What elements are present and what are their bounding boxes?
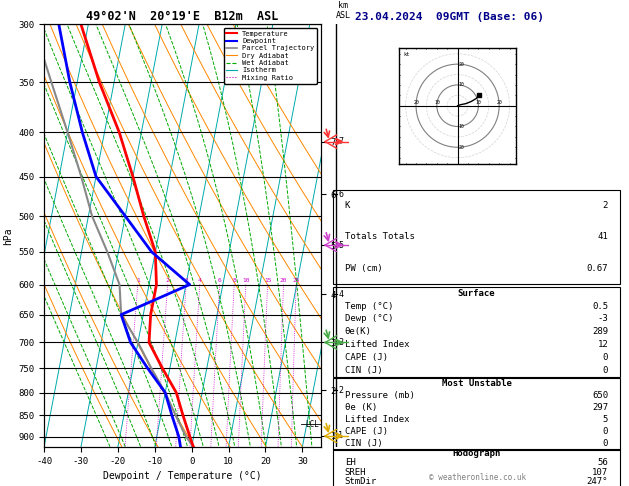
Text: km
ASL: km ASL bbox=[335, 0, 350, 20]
Text: 4: 4 bbox=[198, 278, 202, 283]
Text: Hodograph: Hodograph bbox=[452, 449, 501, 458]
Text: EH: EH bbox=[345, 458, 355, 467]
Text: 20: 20 bbox=[496, 100, 502, 104]
Text: Lifted Index: Lifted Index bbox=[345, 415, 409, 424]
Text: Temp (°C): Temp (°C) bbox=[345, 301, 393, 311]
Text: 289: 289 bbox=[592, 327, 608, 336]
Text: 41: 41 bbox=[598, 232, 608, 242]
Text: 15: 15 bbox=[264, 278, 272, 283]
Text: 247°: 247° bbox=[587, 477, 608, 486]
Text: 0.67: 0.67 bbox=[587, 264, 608, 273]
Text: 7: 7 bbox=[338, 137, 343, 146]
Text: 20: 20 bbox=[459, 62, 464, 67]
Text: Surface: Surface bbox=[458, 289, 495, 297]
Text: 10: 10 bbox=[459, 124, 464, 129]
Y-axis label: hPa: hPa bbox=[3, 227, 13, 244]
Text: 6: 6 bbox=[338, 190, 343, 199]
Text: StmDir: StmDir bbox=[345, 477, 377, 486]
Text: 0: 0 bbox=[603, 439, 608, 448]
Text: 10: 10 bbox=[434, 100, 440, 104]
Text: 297: 297 bbox=[592, 403, 608, 412]
Legend: Temperature, Dewpoint, Parcel Trajectory, Dry Adiabat, Wet Adiabat, Isotherm, Mi: Temperature, Dewpoint, Parcel Trajectory… bbox=[223, 28, 317, 84]
Text: 56: 56 bbox=[598, 458, 608, 467]
Text: θe(K): θe(K) bbox=[345, 327, 372, 336]
Text: 23.04.2024  09GMT (Base: 06): 23.04.2024 09GMT (Base: 06) bbox=[355, 12, 544, 22]
Text: 20: 20 bbox=[413, 100, 419, 104]
Text: 0.5: 0.5 bbox=[592, 301, 608, 311]
Text: K: K bbox=[345, 201, 350, 210]
Text: 3: 3 bbox=[338, 338, 343, 347]
Text: CIN (J): CIN (J) bbox=[345, 366, 382, 375]
Text: 10: 10 bbox=[242, 278, 250, 283]
Text: 20: 20 bbox=[280, 278, 287, 283]
Text: CAPE (J): CAPE (J) bbox=[345, 427, 388, 436]
X-axis label: Dewpoint / Temperature (°C): Dewpoint / Temperature (°C) bbox=[103, 471, 262, 482]
Text: 107: 107 bbox=[592, 468, 608, 477]
Text: 6: 6 bbox=[218, 278, 221, 283]
Text: Dewp (°C): Dewp (°C) bbox=[345, 314, 393, 323]
Text: θe (K): θe (K) bbox=[345, 403, 377, 412]
Text: 1: 1 bbox=[338, 432, 343, 440]
Text: 5: 5 bbox=[603, 415, 608, 424]
Text: PW (cm): PW (cm) bbox=[345, 264, 382, 273]
Text: CIN (J): CIN (J) bbox=[345, 439, 382, 448]
Text: 10: 10 bbox=[476, 100, 481, 104]
Text: Most Unstable: Most Unstable bbox=[442, 379, 511, 388]
Text: 650: 650 bbox=[592, 391, 608, 400]
Text: 10: 10 bbox=[459, 83, 464, 87]
Text: 8: 8 bbox=[233, 278, 236, 283]
Text: 2: 2 bbox=[338, 386, 343, 395]
Text: 2: 2 bbox=[603, 201, 608, 210]
Text: Lifted Index: Lifted Index bbox=[345, 340, 409, 349]
Text: 2: 2 bbox=[166, 278, 170, 283]
Text: 0: 0 bbox=[603, 353, 608, 362]
Title: 49°02'N  20°19'E  B12m  ASL: 49°02'N 20°19'E B12m ASL bbox=[86, 10, 279, 23]
Text: 3: 3 bbox=[184, 278, 188, 283]
Text: 0: 0 bbox=[603, 366, 608, 375]
Text: 0: 0 bbox=[603, 427, 608, 436]
Text: © weatheronline.co.uk: © weatheronline.co.uk bbox=[430, 473, 526, 482]
Text: Totals Totals: Totals Totals bbox=[345, 232, 415, 242]
Text: 25: 25 bbox=[292, 278, 300, 283]
Text: 1: 1 bbox=[136, 278, 140, 283]
Text: Pressure (mb): Pressure (mb) bbox=[345, 391, 415, 400]
Text: LCL: LCL bbox=[305, 419, 319, 429]
Text: SREH: SREH bbox=[345, 468, 366, 477]
Text: -3: -3 bbox=[598, 314, 608, 323]
Text: CAPE (J): CAPE (J) bbox=[345, 353, 388, 362]
Text: 4: 4 bbox=[338, 290, 343, 299]
Text: 12: 12 bbox=[598, 340, 608, 349]
Text: 20: 20 bbox=[459, 145, 464, 150]
Text: 5: 5 bbox=[338, 241, 343, 249]
Text: kt: kt bbox=[404, 52, 410, 57]
